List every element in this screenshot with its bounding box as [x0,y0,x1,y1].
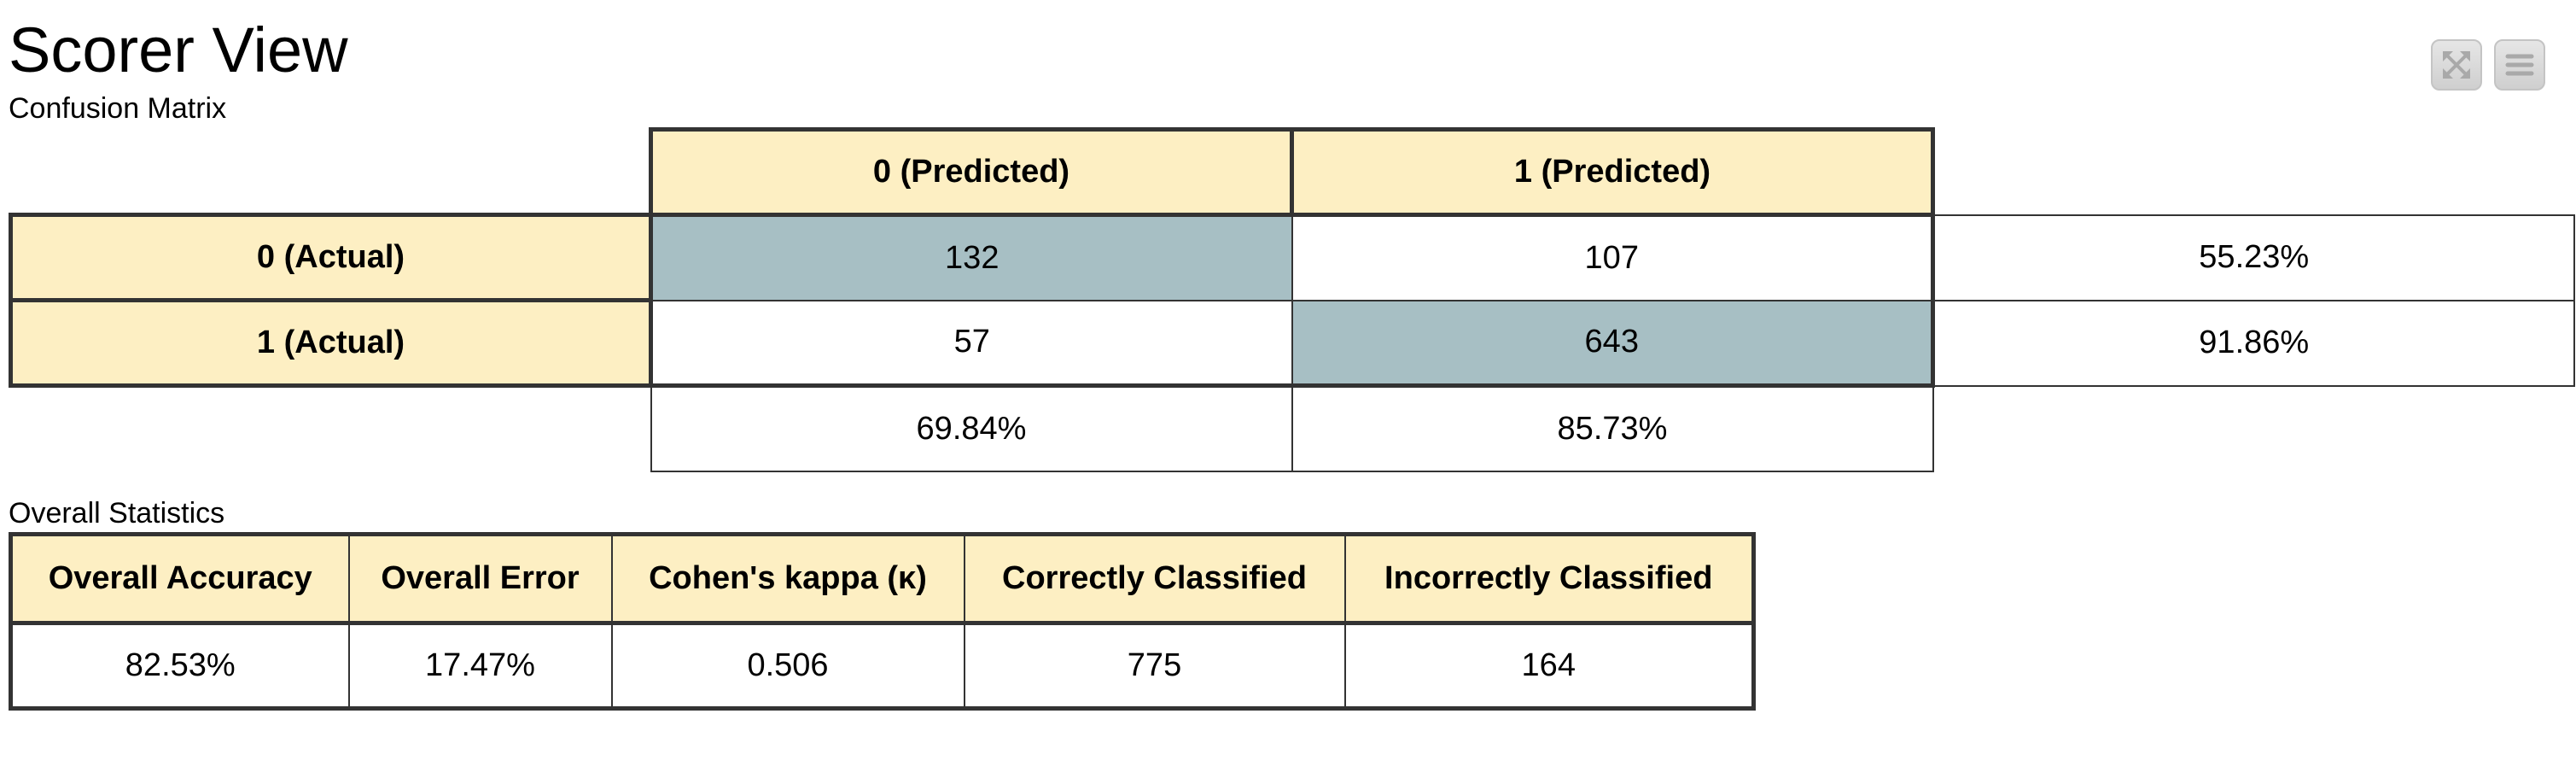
page-title: Scorer View [9,15,348,85]
row-header-0-actual: 0 (Actual) [9,213,653,302]
false-negative-cell: 57 [649,299,1293,388]
statistics-header-row: Overall Accuracy Overall Error Cohen's k… [9,533,1755,625]
cohens-kappa-value: 0.506 [610,622,965,710]
overall-accuracy-value: 82.53% [9,622,350,710]
overall-error-value: 17.47% [347,622,613,710]
expand-button[interactable] [2431,39,2482,91]
menu-icon [2505,54,2534,76]
column-rate-cell: 85.73% [1291,384,1934,472]
column-header-0-predicted: 0 (Predicted) [649,127,1294,217]
overall-accuracy-header: Overall Accuracy [9,533,350,625]
false-positive-cell: 107 [1291,214,1935,301]
row-rate-cell: 55.23% [1932,214,2575,301]
menu-button[interactable] [2494,39,2545,91]
expand-icon [2443,51,2470,79]
column-rate-cell: 69.84% [650,384,1293,472]
cohens-kappa-header: Cohen's kappa (κ) [610,533,965,625]
empty-footer-cell [1933,386,2574,471]
true-negative-cell: 132 [649,214,1293,301]
empty-header-cell [1933,130,2574,215]
confusion-matrix-table: 0 (Predicted) 1 (Predicted) 0 (Actual) 1… [9,127,2575,472]
column-header-1-predicted: 1 (Predicted) [1290,127,1935,217]
incorrectly-classified-header: Incorrectly Classified [1343,533,1755,625]
empty-footer-cell [11,386,651,471]
true-positive-cell: 643 [1291,299,1935,388]
table-row: 1 (Actual) 57 643 91.86% [9,298,2575,388]
correctly-classified-value: 775 [963,622,1346,710]
overall-statistics-table: Overall Accuracy Overall Error Cohen's k… [9,532,1756,711]
empty-corner-cell [11,130,651,215]
incorrectly-classified-value: 164 [1343,622,1755,710]
correctly-classified-header: Correctly Classified [963,533,1346,625]
table-row: 0 (Actual) 132 107 55.23% [9,213,2575,302]
overall-statistics-label: Overall Statistics [9,497,225,529]
overall-error-header: Overall Error [347,533,613,625]
statistics-value-row: 82.53% 17.47% 0.506 775 164 [9,622,1755,710]
row-header-1-actual: 1 (Actual) [9,298,653,388]
confusion-matrix-header-row: 0 (Predicted) 1 (Predicted) [11,127,2574,217]
column-rate-row: 69.84% 85.73% [11,384,2574,472]
confusion-matrix-label: Confusion Matrix [9,92,227,125]
row-rate-cell: 91.86% [1932,299,2575,387]
view-toolbar [2431,39,2545,91]
